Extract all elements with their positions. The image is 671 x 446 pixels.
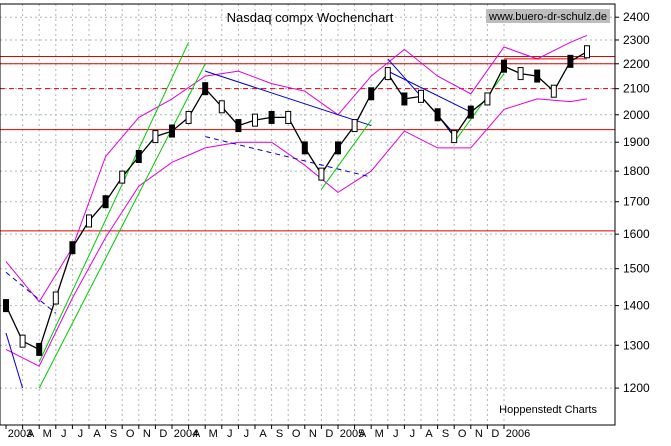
x-tick-label: J xyxy=(61,428,67,440)
price-candle xyxy=(501,59,507,73)
price-candle xyxy=(169,124,175,138)
x-tick-label: 2004 xyxy=(174,428,198,440)
price-candle xyxy=(451,130,458,144)
x-tick-label: J xyxy=(244,428,250,440)
x-tick-label: A xyxy=(425,428,433,440)
price-candle xyxy=(202,82,209,96)
y-tick-label: 2200 xyxy=(623,57,650,71)
x-tick-label: A xyxy=(193,428,201,440)
x-tick-label: J xyxy=(227,428,233,440)
price-candle xyxy=(418,89,424,103)
y-tick-label: 1500 xyxy=(623,262,650,276)
price-candle xyxy=(152,130,159,144)
credit-label: Hoppenstedt Charts xyxy=(499,404,597,416)
price-candle xyxy=(268,110,275,124)
x-tick-label: N xyxy=(143,428,151,440)
price-candle xyxy=(218,100,225,114)
price-candle xyxy=(19,334,26,348)
trend-line xyxy=(5,332,24,389)
x-tick-label: A xyxy=(93,428,101,440)
y-tick-label: 1900 xyxy=(623,135,650,149)
x-tick-label: N xyxy=(309,428,317,440)
x-tick-label: N xyxy=(475,428,483,440)
price-candle xyxy=(235,119,242,133)
y-tick-label: 1200 xyxy=(623,381,650,395)
plot-frame xyxy=(0,3,616,426)
source-label: www.buero-dr-schulz.de xyxy=(488,11,607,23)
price-candle xyxy=(368,87,375,101)
trend-line xyxy=(453,73,505,143)
y-tick-label: 2100 xyxy=(623,82,650,96)
trend-line xyxy=(38,63,206,389)
price-candle xyxy=(52,291,59,305)
x-tick-label: M xyxy=(43,428,52,440)
price-candle xyxy=(301,141,308,155)
x-tick-label: 2006 xyxy=(506,428,530,440)
price-candle xyxy=(69,241,76,255)
x-tick-label: S xyxy=(110,428,117,440)
y-tick-label: 2000 xyxy=(623,108,650,122)
x-tick-label: J xyxy=(393,428,399,440)
y-tick-label: 1700 xyxy=(623,195,650,209)
y-tick-label: 1300 xyxy=(623,338,650,352)
y-tick-label: 1400 xyxy=(623,299,650,313)
price-candle xyxy=(36,342,43,356)
price-candle xyxy=(517,67,524,81)
y-tick-label: 2400 xyxy=(623,10,650,24)
price-candle xyxy=(484,92,491,106)
lower-band-line xyxy=(5,98,588,367)
chart-title: Nasdaq compx Wochenchart xyxy=(227,10,394,25)
x-tick-label: A xyxy=(259,428,267,440)
trend-line xyxy=(205,136,372,178)
x-tick-label: O xyxy=(126,428,135,440)
trend-line xyxy=(320,119,372,190)
price-candle xyxy=(384,67,391,81)
price-candle xyxy=(119,170,126,184)
x-tick-label: O xyxy=(458,428,467,440)
price-candle xyxy=(318,167,325,181)
x-tick-label: D xyxy=(491,428,499,440)
x-tick-label: 2005 xyxy=(340,428,364,440)
x-tick-label: D xyxy=(159,428,167,440)
x-tick-label: J xyxy=(78,428,84,440)
trend-line xyxy=(387,70,472,113)
x-tick-label: J xyxy=(410,428,416,440)
price-candle xyxy=(434,108,441,122)
price-candle xyxy=(135,149,142,163)
y-tick-label: 2300 xyxy=(623,33,650,47)
price-candle xyxy=(550,84,557,98)
x-tick-label: M xyxy=(209,428,218,440)
price-candle xyxy=(86,214,92,228)
x-tick-label: O xyxy=(292,428,301,440)
price-candle xyxy=(534,69,541,83)
x-tick-label: M xyxy=(375,428,384,440)
price-candle xyxy=(351,119,358,133)
price-candle xyxy=(3,299,9,313)
price-candle xyxy=(401,92,408,106)
x-tick-label: S xyxy=(276,428,283,440)
trend-line xyxy=(38,42,190,363)
trend-line xyxy=(205,70,372,127)
price-candle xyxy=(467,105,474,119)
x-tick-label: 2003 xyxy=(8,428,32,440)
x-tick-label: A xyxy=(359,428,367,440)
y-tick-label: 1600 xyxy=(623,227,650,241)
price-candle xyxy=(252,113,258,127)
price-candle xyxy=(567,54,574,68)
source-label-bg xyxy=(486,9,610,23)
y-tick-label: 1800 xyxy=(623,164,650,178)
price-candle xyxy=(335,141,341,155)
trend-line xyxy=(5,271,57,314)
price-candle xyxy=(102,195,109,209)
price-candle xyxy=(285,110,292,124)
x-tick-label: D xyxy=(325,428,333,440)
price-candle xyxy=(584,45,590,59)
x-tick-label: A xyxy=(27,428,35,440)
upper-band-line xyxy=(5,34,588,303)
x-tick-label: S xyxy=(442,428,449,440)
price-candle xyxy=(185,110,192,124)
